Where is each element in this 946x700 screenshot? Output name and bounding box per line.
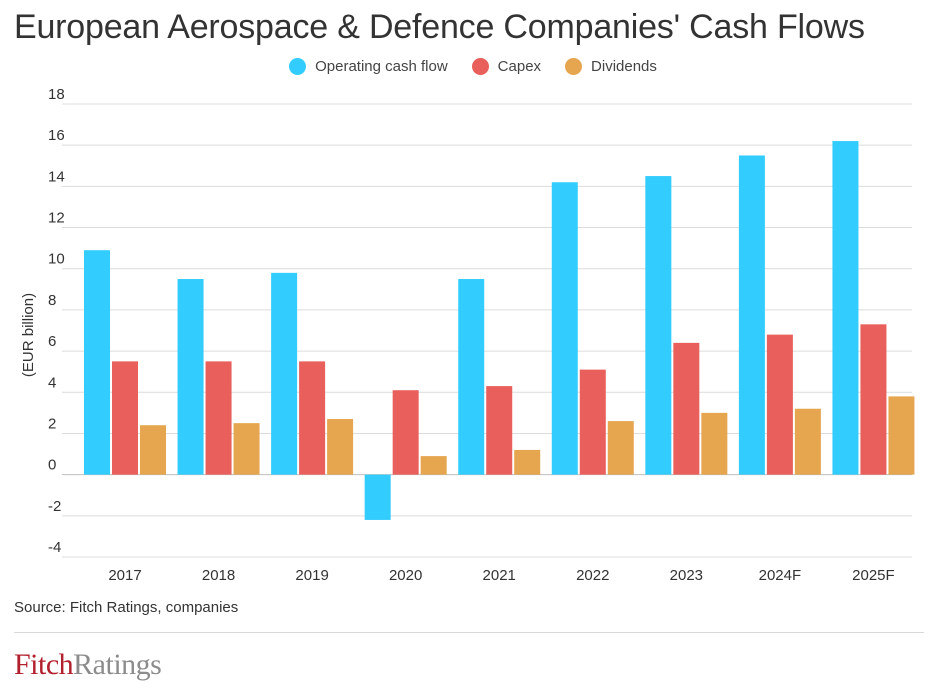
legend-item-capex[interactable]: Capex <box>471 58 542 75</box>
bar-dividends-2022[interactable] <box>607 421 634 475</box>
bar-dividends-2025F[interactable] <box>888 396 915 475</box>
y-tick-label: 2 <box>48 415 56 432</box>
y-tick-label: 18 <box>48 86 65 103</box>
y-tick-label: 10 <box>48 251 65 268</box>
y-tick-label: 0 <box>48 457 56 474</box>
bar-operating-cash-flow-2021[interactable] <box>458 279 485 475</box>
y-tick-label: 6 <box>48 333 56 350</box>
x-tick-label: 2018 <box>202 567 235 584</box>
y-tick-label: -4 <box>48 539 61 556</box>
bar-capex-2021[interactable] <box>486 386 513 475</box>
bar-operating-cash-flow-2022[interactable] <box>551 182 578 475</box>
bar-dividends-2017[interactable] <box>140 425 166 475</box>
y-axis-label: (EUR billion) <box>20 293 37 377</box>
bar-operating-cash-flow-2025F[interactable] <box>832 141 859 475</box>
fitch-ratings-logo: FitchRatings <box>14 648 162 682</box>
x-tick-label: 2023 <box>670 567 703 584</box>
x-tick-label: 2019 <box>295 567 328 584</box>
x-tick-label: 2025F <box>852 567 895 584</box>
bar-capex-2025F[interactable] <box>860 324 887 475</box>
legend-swatch-dividends <box>565 58 583 75</box>
x-tick-label: 2020 <box>389 567 422 584</box>
bar-capex-2017[interactable] <box>112 361 138 475</box>
x-axis-ticks: 2017 2018 2019 2020 2021 2022 2023 2024F 2025F <box>108 567 894 584</box>
bar-operating-cash-flow-2017[interactable] <box>84 250 110 475</box>
bar-operating-cash-flow-2020[interactable] <box>364 474 391 520</box>
bar-capex-2019[interactable] <box>299 361 326 475</box>
y-tick-label: 12 <box>48 210 65 227</box>
bar-operating-cash-flow-2018[interactable] <box>177 279 204 475</box>
bar-capex-2022[interactable] <box>579 369 606 475</box>
legend-item-operating-cash-flow[interactable]: Operating cash flow <box>289 58 448 75</box>
bar-capex-2020[interactable] <box>392 390 419 475</box>
bar-dividends-2020[interactable] <box>420 456 447 475</box>
bar-dividends-2023[interactable] <box>701 412 728 475</box>
chart-plot-area: -4 -2 0 2 4 6 8 10 12 14 16 18 2017 2018 2019 2020 2021… <box>20 86 915 584</box>
y-tick-label: 14 <box>48 168 65 185</box>
bar-dividends-2018[interactable] <box>233 423 260 475</box>
y-axis-ticks: -4 -2 0 2 4 6 8 10 12 14 16 18 <box>48 86 65 556</box>
x-tick-label: 2024F <box>759 567 802 584</box>
y-tick-label: 16 <box>48 127 65 144</box>
x-tick-label: 2022 <box>576 567 609 584</box>
bar-operating-cash-flow-2024F[interactable] <box>738 155 765 475</box>
legend-swatch-capex <box>471 58 489 75</box>
source-note: Source: Fitch Ratings, companies <box>14 599 239 616</box>
logo-text-ratings: Ratings <box>73 648 162 681</box>
legend-item-dividends[interactable]: Dividends <box>565 58 657 75</box>
x-tick-label: 2021 <box>483 567 516 584</box>
legend-label-capex: Capex <box>497 58 542 75</box>
bar-operating-cash-flow-2019[interactable] <box>271 272 298 475</box>
y-tick-label: 8 <box>48 292 56 309</box>
chart-legend: Operating cash flow Capex Dividends <box>0 58 946 75</box>
bar-dividends-2024F[interactable] <box>794 408 821 475</box>
bar-dividends-2021[interactable] <box>514 449 541 475</box>
bar-capex-2024F[interactable] <box>766 334 793 475</box>
bar-capex-2023[interactable] <box>673 342 700 475</box>
footer-divider <box>14 632 924 633</box>
bars <box>84 141 915 520</box>
bar-dividends-2019[interactable] <box>327 419 354 475</box>
bar-operating-cash-flow-2023[interactable] <box>645 176 672 475</box>
legend-swatch-operating-cash-flow <box>289 58 307 75</box>
logo-text-fitch: Fitch <box>14 648 74 681</box>
chart-title: European Aerospace & Defence Companies' … <box>14 8 865 46</box>
legend-label-operating-cash-flow: Operating cash flow <box>315 58 448 75</box>
bar-capex-2018[interactable] <box>205 361 232 475</box>
legend-label-dividends: Dividends <box>591 58 657 75</box>
y-tick-label: -2 <box>48 498 61 515</box>
y-tick-label: 4 <box>48 374 56 391</box>
x-tick-label: 2017 <box>108 567 141 584</box>
